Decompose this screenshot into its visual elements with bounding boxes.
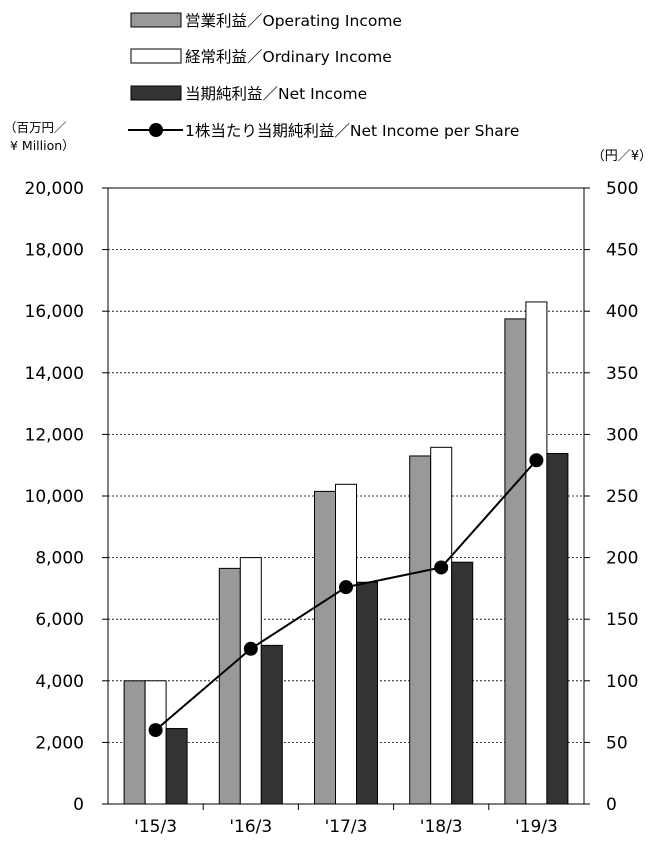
bar	[335, 483, 357, 805]
legend-label: 当期純利益／Net Income	[185, 85, 367, 103]
bar	[239, 557, 262, 805]
left-axis-unit-label: （百万円／	[4, 120, 67, 135]
left-tick-label: 20,000	[25, 179, 84, 199]
x-tick-label: '16/3	[229, 817, 272, 837]
right-tick-label: 500	[606, 179, 638, 199]
legend-swatch	[130, 12, 182, 28]
right-tick-label: 150	[606, 610, 638, 630]
legend-label: 営業利益／Operating Income	[185, 12, 402, 30]
left-tick-label: 4,000	[35, 672, 84, 692]
left-tick-label: 18,000	[25, 241, 84, 261]
right-tick-label: 200	[606, 549, 638, 569]
bar	[165, 728, 188, 805]
legend: 営業利益／Operating Income 経常利益／Ordinary Incom…	[128, 12, 519, 140]
bar	[218, 567, 241, 805]
bar	[525, 301, 548, 805]
left-tick-label: 12,000	[25, 425, 84, 445]
left-axis-unit-label-line2: ¥ Million）	[10, 138, 75, 153]
right-tick-label: 450	[606, 241, 638, 261]
left-tick-label: 2,000	[35, 733, 84, 753]
right-tick-label: 350	[606, 364, 638, 384]
bar	[356, 581, 378, 805]
bar	[451, 561, 474, 805]
bar	[546, 452, 569, 805]
bars	[123, 301, 569, 805]
bar	[144, 680, 167, 805]
left-axis: 0 2,000 4,000 6,000 8,000 10,000 12,000 14,000 1…	[25, 179, 108, 815]
eps-line	[148, 453, 544, 738]
legend-label: 1株当たり当期純利益／Net Income per Share	[185, 122, 519, 140]
right-tick-label: 250	[606, 487, 638, 507]
left-tick-label: 0	[73, 795, 84, 815]
right-tick-label: 0	[606, 795, 617, 815]
left-tick-label: 14,000	[25, 364, 84, 384]
bar	[123, 680, 146, 805]
left-tick-label: 10,000	[25, 487, 84, 507]
eps-point	[243, 641, 258, 656]
x-axis: '15/3 '16/3 '17/3 '18/3 '19/3	[134, 804, 558, 837]
bar	[409, 455, 432, 805]
bar	[430, 446, 453, 805]
legend-label: 経常利益／Ordinary Income	[185, 48, 392, 66]
eps-point	[339, 580, 353, 595]
left-tick-label: 16,000	[25, 302, 84, 322]
x-tick-label: '19/3	[515, 817, 558, 837]
legend-swatch	[130, 85, 182, 101]
right-tick-label: 400	[606, 302, 638, 322]
x-tick-label: '18/3	[420, 817, 463, 837]
right-axis: 0 50 100 150 200 250 300 350 400 450 500	[584, 179, 638, 815]
eps-point	[434, 560, 449, 575]
legend-swatch	[130, 48, 182, 64]
bar	[504, 318, 527, 805]
x-tick-label: '15/3	[134, 817, 177, 837]
x-tick-label: '17/3	[325, 817, 368, 837]
right-tick-label: 300	[606, 425, 638, 445]
eps-point	[148, 723, 163, 738]
bar	[260, 644, 283, 805]
legend-marker	[149, 123, 163, 137]
eps-point	[529, 453, 544, 468]
right-tick-label: 100	[606, 672, 638, 692]
right-axis-unit-label: （円／¥）	[592, 149, 652, 164]
right-tick-label: 50	[606, 733, 628, 753]
bar	[314, 490, 336, 805]
left-tick-label: 6,000	[35, 610, 84, 630]
left-tick-label: 8,000	[35, 549, 84, 569]
